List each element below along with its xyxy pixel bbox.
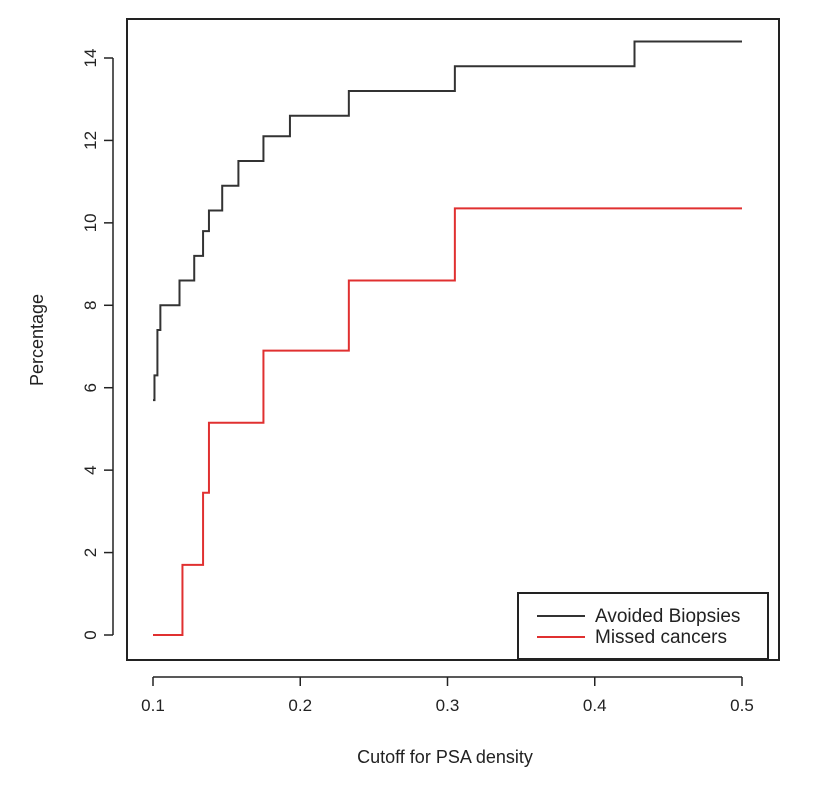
legend: Avoided Biopsies Missed cancers <box>517 592 769 660</box>
x-tick-label: 0.3 <box>436 696 460 715</box>
plot-area-frame <box>126 18 780 661</box>
x-tick-label: 0.5 <box>730 696 754 715</box>
legend-box <box>517 592 769 660</box>
y-tick-label: 2 <box>81 548 100 557</box>
x-axis-label: Cutoff for PSA density <box>357 747 533 767</box>
y-tick-label: 14 <box>81 49 100 68</box>
y-tick-label: 4 <box>81 465 100 474</box>
x-tick-label: 0.2 <box>288 696 312 715</box>
series-line-avoided-biopsies <box>153 40 742 402</box>
legend-label-avoided-biopsies: Avoided Biopsies <box>595 606 740 627</box>
y-tick-label: 10 <box>81 213 100 232</box>
y-axis: 0 2 4 6 8 10 12 14 <box>81 49 114 640</box>
y-tick-label: 8 <box>81 301 100 310</box>
y-tick-label: 12 <box>81 131 100 150</box>
x-axis: 0.1 0.2 0.3 0.4 0.5 <box>141 676 754 715</box>
y-tick-label: 0 <box>81 630 100 639</box>
series-layer <box>153 40 742 636</box>
y-axis-label: Percentage <box>27 294 47 386</box>
legend-label-missed-cancers: Missed cancers <box>595 627 727 648</box>
x-tick-label: 0.1 <box>141 696 165 715</box>
series-line-missed-cancers <box>153 207 742 636</box>
x-tick-label: 0.4 <box>583 696 607 715</box>
y-tick-label: 6 <box>81 383 100 392</box>
